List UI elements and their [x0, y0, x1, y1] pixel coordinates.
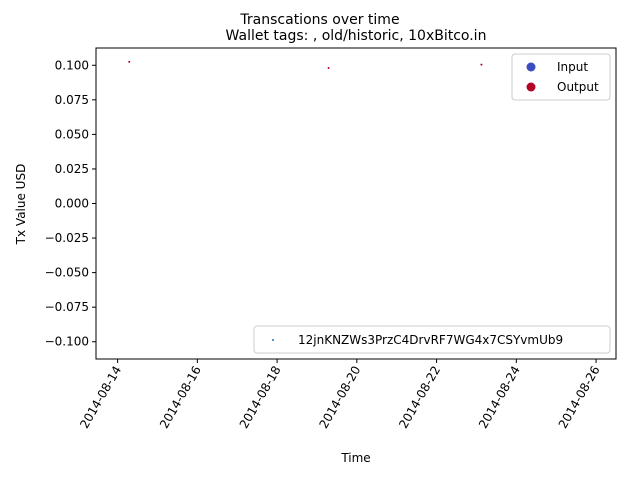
y-tick-label-7: −0.075: [45, 300, 89, 314]
x-tick-label-4: 2014-08-22: [396, 364, 443, 431]
x-tick-label-2: 2014-08-18: [237, 364, 284, 431]
legend-frame: [253, 325, 611, 354]
legend-layer: Input Output 12jnKNZWs3PrzC4DrvRF7WG4x7CSY…: [253, 53, 611, 354]
x-tick-label-6: 2014-08-26: [556, 364, 603, 431]
marks-layer: [128, 60, 483, 70]
data-point-output-2: [480, 63, 483, 66]
data-point-output-1: [327, 67, 330, 70]
x-axis-label: Time: [340, 451, 370, 465]
legend-marker-wallet: [272, 339, 274, 341]
y-tick-label-4: 0.000: [55, 197, 89, 211]
x-tick-label-3: 2014-08-20: [316, 364, 363, 431]
legend-tx-direction: Input Output: [511, 53, 611, 101]
plot-area-frame: [95, 47, 617, 360]
y-tick-label-3: 0.025: [55, 162, 89, 176]
legend-label-input: Input: [557, 60, 588, 74]
axes-layer: 0.100 0.075 0.050 0.025 0.000 −0.025 −0.050 −0.…: [45, 58, 603, 431]
chart-suptitle: Transcations over time: [239, 12, 399, 28]
y-tick-label-0: 0.100: [55, 58, 89, 72]
chart-title: Wallet tags: , old/historic, 10xBitco.in: [226, 28, 487, 44]
legend-wallet: 12jnKNZWs3PrzC4DrvRF7WG4x7CSYvmUb9: [253, 325, 611, 354]
y-tick-label-6: −0.050: [45, 266, 89, 280]
x-tick-label-5: 2014-08-24: [476, 364, 523, 431]
y-tick-label-2: 0.050: [55, 127, 89, 141]
legend-label-output: Output: [557, 80, 599, 94]
y-axis-label: Tx Value USD: [14, 164, 28, 246]
legend-marker-input: [526, 62, 536, 72]
y-tick-label-5: −0.025: [45, 231, 89, 245]
legend-label-wallet: 12jnKNZWs3PrzC4DrvRF7WG4x7CSYvmUb9: [298, 333, 563, 347]
y-tick-label-8: −0.100: [45, 335, 89, 349]
legend-frame: [511, 53, 611, 101]
legend-marker-output: [526, 82, 536, 92]
x-tick-label-1: 2014-08-16: [157, 364, 204, 431]
x-tick-label-0: 2014-08-14: [77, 364, 124, 431]
data-point-output-0: [128, 60, 131, 63]
y-tick-label-1: 0.075: [55, 93, 89, 107]
